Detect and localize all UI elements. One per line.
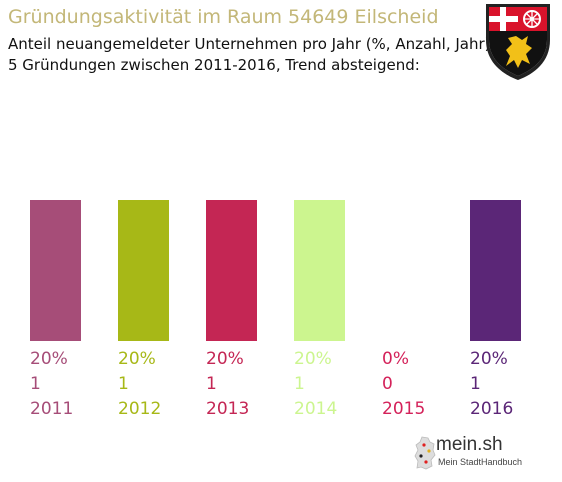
bar-2016 xyxy=(470,200,521,341)
year-label-2014: 2014 xyxy=(294,399,338,419)
percent-label-2016: 20% xyxy=(470,349,508,369)
year-label-2011: 2011 xyxy=(30,399,74,419)
bar-2014 xyxy=(294,200,345,341)
percent-label-2011: 20% xyxy=(30,349,68,369)
bar-2011 xyxy=(30,200,81,341)
count-label-2012: 1 xyxy=(118,374,129,394)
year-label-2012: 2012 xyxy=(118,399,162,419)
percent-label-2015: 0% xyxy=(382,349,409,369)
chart-subtitle: Anteil neuangemeldeter Unternehmen pro J… xyxy=(8,35,491,53)
count-label-2016: 1 xyxy=(470,374,481,394)
percent-label-2013: 20% xyxy=(206,349,244,369)
count-label-2013: 1 xyxy=(206,374,217,394)
bar-2012 xyxy=(118,200,169,341)
chart-title: Gründungsaktivität im Raum 54649 Eilsche… xyxy=(8,6,439,28)
germany-map-icon xyxy=(414,436,436,470)
count-label-2015: 0 xyxy=(382,374,393,394)
year-label-2015: 2015 xyxy=(382,399,426,419)
brand-logo[interactable]: mein.sh Mein StadtHandbuch xyxy=(414,432,554,476)
brand-name: mein.sh xyxy=(436,434,503,455)
percent-label-2012: 20% xyxy=(118,349,156,369)
chart-summary: 5 Gründungen zwischen 2011-2016, Trend a… xyxy=(8,56,420,74)
year-label-2016: 2016 xyxy=(470,399,514,419)
percent-label-2014: 20% xyxy=(294,349,332,369)
coat-of-arms-icon xyxy=(486,4,550,80)
year-label-2013: 2013 xyxy=(206,399,250,419)
bar-2013 xyxy=(206,200,257,341)
brand-tagline: Mein StadtHandbuch xyxy=(438,457,523,467)
count-label-2011: 1 xyxy=(30,374,41,394)
count-label-2014: 1 xyxy=(294,374,305,394)
